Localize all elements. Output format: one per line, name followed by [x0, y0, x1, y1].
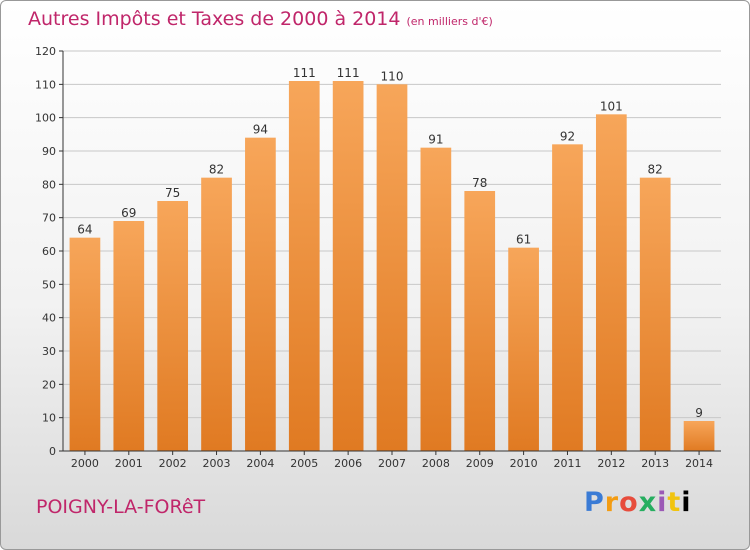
bar: [552, 144, 583, 452]
logo-letter: i: [657, 487, 668, 518]
value-label: 111: [337, 66, 360, 80]
bar: [464, 191, 496, 451]
y-tick-label: 70: [42, 212, 56, 225]
chart-subtitle: (en milliers d'€): [406, 15, 493, 28]
y-tick-label: 40: [42, 312, 56, 325]
logo-letter: t: [667, 487, 682, 518]
bar: [595, 114, 627, 451]
chart-title: Autres Impôts et Taxes de 2000 à 2014 (en…: [28, 8, 493, 30]
bar: [113, 221, 145, 451]
bar: [69, 237, 101, 451]
bar: [201, 177, 232, 451]
chart-title-text: Autres Impôts et Taxes de 2000 à 2014: [28, 8, 401, 30]
x-tick-label: 2001: [115, 457, 143, 470]
logo-letter: P: [584, 487, 605, 518]
x-tick-label: 2009: [466, 457, 494, 470]
x-tick-label: 2012: [597, 457, 625, 470]
value-label: 94: [253, 123, 268, 137]
y-tick-label: 110: [35, 78, 56, 91]
bar: [639, 177, 671, 451]
x-tick-label: 2005: [290, 457, 318, 470]
value-label: 111: [293, 66, 316, 80]
bar: [157, 201, 189, 451]
y-tick-label: 30: [42, 345, 56, 358]
y-tick-label: 80: [42, 178, 56, 191]
y-tick-label: 50: [42, 278, 56, 291]
value-label: 82: [648, 163, 663, 177]
logo-letter: i: [681, 487, 692, 518]
commune-name: POIGNY-LA-FORêT: [36, 496, 206, 518]
y-tick-label: 10: [42, 412, 56, 425]
value-label: 110: [381, 69, 404, 83]
x-tick-label: 2000: [71, 457, 99, 470]
x-tick-label: 2007: [378, 457, 406, 470]
value-label: 82: [209, 163, 224, 177]
x-tick-label: 2004: [246, 457, 274, 470]
logo-letter: r: [604, 487, 620, 518]
value-label: 69: [121, 206, 136, 220]
value-label: 91: [428, 133, 443, 147]
value-label: 92: [560, 129, 575, 143]
axes: 0 10 20 30 40 50 60 70 80 90 100 110 120 2000 2001 2002…: [35, 45, 721, 470]
x-tick-label: 2014: [685, 457, 713, 470]
value-label: 78: [472, 176, 487, 190]
x-tick-label: 2008: [422, 457, 450, 470]
bar: [420, 147, 452, 451]
y-tick-label: 20: [42, 378, 56, 391]
logo-letter: o: [619, 487, 639, 518]
bar: [245, 137, 276, 451]
bar: [683, 421, 715, 451]
y-tick-label: 0: [49, 445, 56, 458]
bars: [69, 81, 715, 452]
x-tick-label: 2010: [510, 457, 538, 470]
value-label: 75: [165, 186, 180, 200]
x-tick-label: 2013: [641, 457, 669, 470]
bar: [332, 81, 364, 451]
x-tick-label: 2003: [203, 457, 231, 470]
y-tick-label: 60: [42, 245, 56, 258]
x-tick-label: 2011: [553, 457, 581, 470]
x-tick-label: 2006: [334, 457, 362, 470]
bar: [508, 247, 539, 451]
value-label: 61: [516, 233, 531, 247]
bar: [376, 84, 408, 451]
proxiti-logo: Proxiti: [584, 487, 692, 518]
value-label: 101: [600, 99, 623, 113]
x-tick-label: 2002: [159, 457, 187, 470]
y-tick-label: 100: [35, 112, 56, 125]
bar: [288, 81, 320, 451]
value-labels: 64 69 75 82 94 111 111 110 91 78 61 92 101 82 9: [77, 66, 703, 420]
logo-letter: x: [638, 487, 658, 518]
y-tick-label: 120: [35, 45, 56, 58]
value-label: 9: [695, 406, 703, 420]
value-label: 64: [77, 223, 92, 237]
y-tick-label: 90: [42, 145, 56, 158]
